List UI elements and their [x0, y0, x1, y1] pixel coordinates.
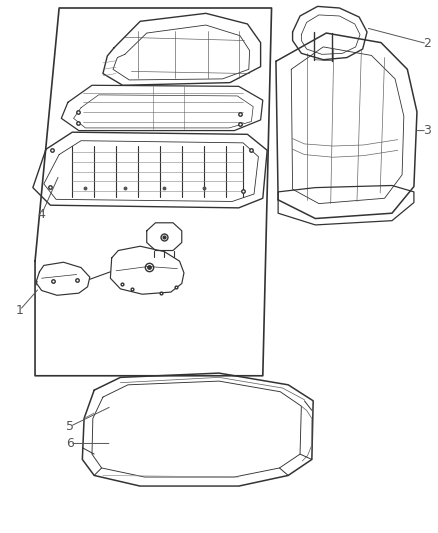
Text: 6: 6 [66, 437, 74, 450]
Text: 4: 4 [38, 208, 46, 221]
Text: 5: 5 [66, 420, 74, 433]
Text: 3: 3 [423, 124, 431, 137]
Text: 2: 2 [423, 37, 431, 50]
Text: 1: 1 [16, 304, 24, 317]
